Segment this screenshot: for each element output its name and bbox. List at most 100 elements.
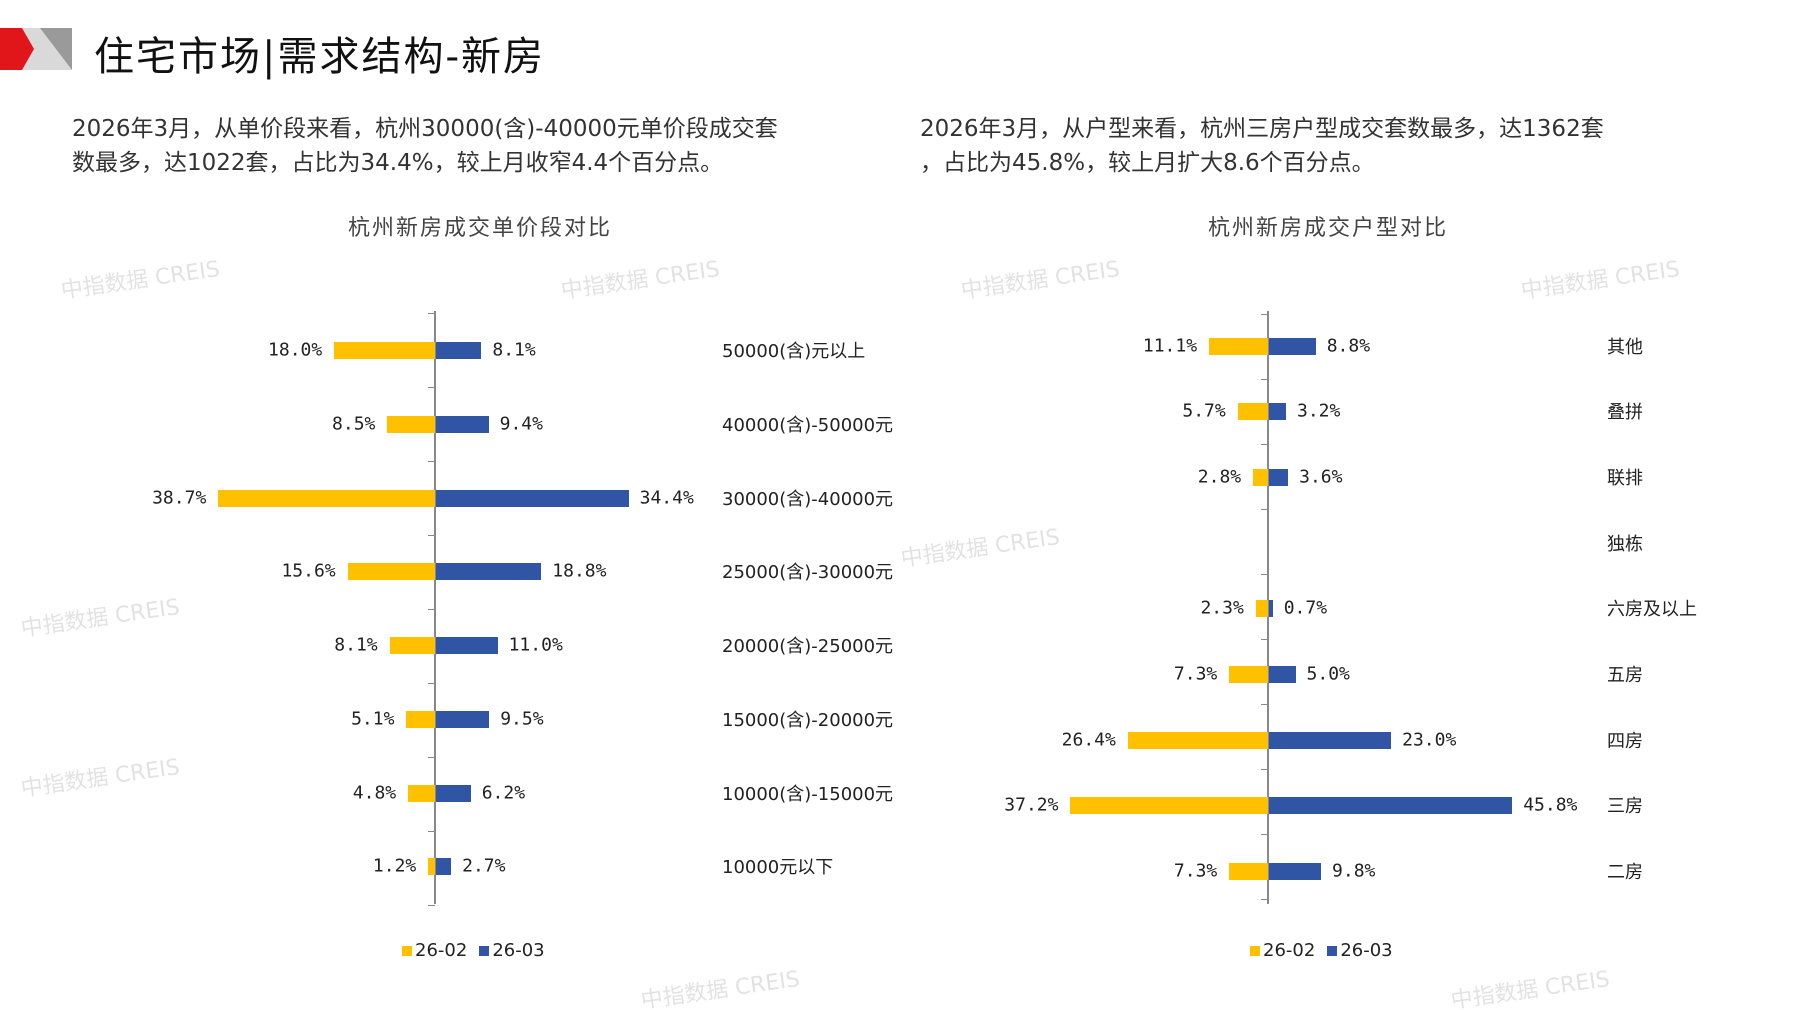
data-label: 23.0%: [1402, 729, 1457, 751]
bar-26-02: [1253, 469, 1268, 486]
category-label: 30000(含)-40000元: [722, 489, 894, 510]
data-label: 34.4%: [639, 487, 694, 509]
axis-tick: [1261, 574, 1268, 575]
axis-line: [1267, 311, 1269, 904]
data-label: 37.2%: [1004, 794, 1059, 816]
category-label: 独栋: [1607, 534, 1643, 555]
category-label: 叠拼: [1607, 402, 1643, 423]
watermark: 中指数据 CREIS: [959, 256, 1122, 304]
axis-tick: [1261, 899, 1268, 900]
category-label: 40000(含)-50000元: [722, 415, 894, 436]
bar-26-02: [406, 711, 435, 728]
category-label: 联排: [1607, 468, 1643, 489]
axis-tick: [428, 757, 435, 758]
axis-tick: [1261, 834, 1268, 835]
watermark: 中指数据 CREIS: [559, 256, 722, 304]
axis-tick: [428, 535, 435, 536]
axis-tick: [428, 831, 435, 832]
data-label: 4.8%: [352, 782, 397, 804]
category-label: 五房: [1607, 665, 1643, 686]
bar-26-03: [1269, 797, 1513, 814]
bar-26-03: [436, 711, 490, 728]
bar-26-03: [436, 490, 629, 507]
data-label: 8.8%: [1326, 335, 1371, 357]
data-label: 5.7%: [1182, 400, 1226, 422]
watermark: 中指数据 CREIS: [639, 966, 802, 1010]
bar-26-02: [1070, 797, 1268, 814]
data-label: 5.1%: [351, 708, 395, 730]
data-label: 6.2%: [481, 782, 526, 804]
left-summary-line2: 数最多，达1022套，占比为34.4%，较上月收窄4.4个百分点。: [72, 150, 724, 176]
data-label: 3.2%: [1296, 400, 1341, 422]
data-label: 9.8%: [1332, 860, 1376, 882]
category-label: 20000(含)-25000元: [722, 636, 894, 657]
data-label: 8.1%: [334, 634, 378, 656]
axis-tick: [1261, 509, 1268, 510]
bar-26-02: [334, 342, 435, 359]
category-label: 10000(含)-15000元: [722, 784, 894, 805]
axis-tick: [1261, 314, 1268, 315]
bar-26-03: [436, 858, 452, 875]
bar-26-03: [1269, 403, 1286, 420]
watermark: 中指数据 CREIS: [59, 256, 222, 304]
axis-tick: [428, 313, 435, 314]
bar-26-03: [1269, 469, 1289, 486]
legend-item-26-03: 26-03: [479, 940, 545, 961]
bar-26-02: [1229, 666, 1268, 683]
bar-26-02: [218, 490, 435, 507]
data-label: 11.0%: [508, 634, 563, 656]
data-label: 0.7%: [1283, 597, 1328, 619]
bar-26-03: [1269, 732, 1392, 749]
legend-item-26-02: 26-02: [1250, 940, 1315, 961]
data-label: 8.1%: [492, 339, 536, 361]
data-label: 15.6%: [281, 560, 336, 582]
bar-26-03: [1269, 666, 1296, 683]
legend-item-26-02: 26-02: [402, 940, 467, 961]
left-summary: 2026年3月，从单价段来看，杭州30000(含)-40000元单价段成交套 数…: [72, 112, 778, 180]
bar-26-02: [389, 637, 435, 654]
bar-26-03: [436, 342, 482, 359]
category-label: 其他: [1607, 337, 1643, 358]
data-label: 2.8%: [1197, 466, 1242, 488]
right-summary-line2: ，占比为45.8%，较上月扩大8.6个百分点。: [920, 150, 1375, 176]
bar-26-03: [1269, 863, 1322, 880]
data-label: 26.4%: [1061, 729, 1116, 751]
chart-title-price: 杭州新房成交单价段对比: [347, 216, 612, 241]
data-label: 38.7%: [152, 487, 207, 509]
axis-tick: [428, 683, 435, 684]
bar-26-03: [1269, 338, 1316, 355]
bar-26-02: [1127, 732, 1268, 749]
bar-26-02: [408, 785, 435, 802]
watermark: 中指数据 CREIS: [1519, 256, 1682, 304]
bar-26-02: [387, 416, 435, 433]
axis-tick: [428, 905, 435, 906]
data-label: 8.5%: [332, 413, 376, 435]
logo: [0, 28, 72, 70]
bar-26-02: [1255, 600, 1268, 617]
data-label: 18.8%: [552, 560, 607, 582]
data-label: 1.2%: [372, 855, 417, 877]
legend-item-26-03: 26-03: [1327, 940, 1393, 961]
axis-tick: [1261, 444, 1268, 445]
bar-26-02: [428, 858, 435, 875]
bar-26-02: [1237, 403, 1268, 420]
bar-26-02: [347, 563, 435, 580]
category-label: 六房及以上: [1607, 599, 1697, 620]
watermark: 中指数据 CREIS: [899, 524, 1062, 572]
category-label: 三房: [1607, 796, 1643, 817]
left-summary-line1: 2026年3月，从单价段来看，杭州30000(含)-40000元单价段成交套: [72, 116, 778, 142]
legend-price: 26-02 26-03: [402, 940, 545, 961]
bar-26-03: [436, 785, 471, 802]
watermark: 中指数据 CREIS: [19, 594, 182, 642]
chart-title-layout: 杭州新房成交户型对比: [1207, 216, 1448, 241]
bar-26-02: [1229, 863, 1268, 880]
data-label: 3.6%: [1299, 466, 1343, 488]
category-label: 15000(含)-20000元: [722, 710, 894, 731]
data-label: 7.3%: [1173, 860, 1218, 882]
bar-26-03: [436, 637, 498, 654]
watermark: 中指数据 CREIS: [19, 754, 182, 802]
right-summary: 2026年3月，从户型来看，杭州三房户型成交套数最多，达1362套 ，占比为45…: [920, 112, 1604, 180]
axis-tick: [1261, 379, 1268, 380]
data-label: 9.4%: [499, 413, 543, 435]
